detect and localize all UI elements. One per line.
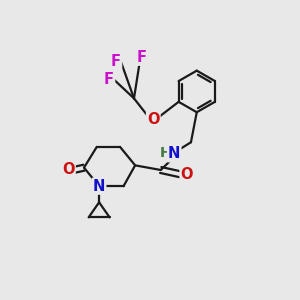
Text: N: N xyxy=(168,146,180,161)
Text: F: F xyxy=(137,50,147,65)
Text: H: H xyxy=(160,146,172,160)
Text: O: O xyxy=(147,112,160,127)
Text: F: F xyxy=(104,72,114,87)
Text: O: O xyxy=(181,167,193,182)
Text: O: O xyxy=(62,163,75,178)
Text: F: F xyxy=(111,54,121,69)
Text: N: N xyxy=(93,178,105,194)
